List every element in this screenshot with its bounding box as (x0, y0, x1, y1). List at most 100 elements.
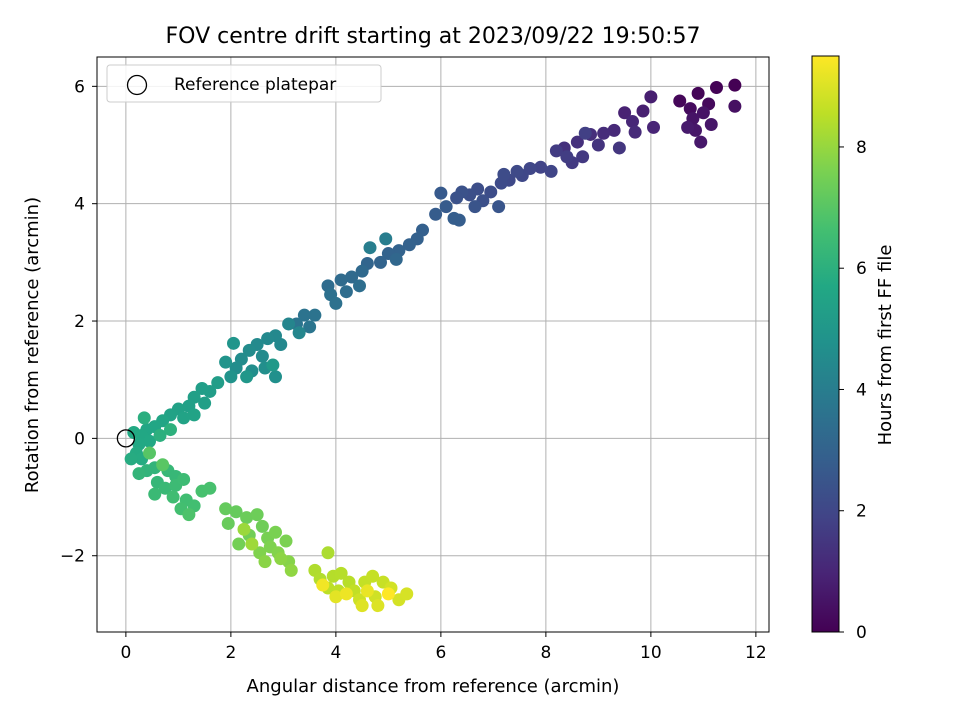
y-tick-label: 0 (74, 429, 85, 449)
data-point (321, 546, 335, 560)
data-point (221, 516, 235, 530)
data-point (400, 587, 414, 601)
data-point (371, 599, 385, 613)
data-point (148, 487, 162, 501)
data-point (636, 104, 650, 118)
data-point (578, 126, 592, 140)
data-point (597, 126, 611, 140)
x-tick-label: 12 (745, 643, 767, 663)
x-tick-label: 6 (435, 643, 446, 663)
data-point (266, 358, 280, 372)
data-point (644, 90, 658, 104)
data-point (242, 343, 256, 357)
data-point (576, 150, 590, 164)
data-point (182, 508, 196, 522)
data-point (279, 534, 293, 548)
data-point (158, 481, 172, 495)
x-axis-ticks: 0 2 4 6 8 10 12 (120, 632, 767, 663)
data-point (329, 296, 343, 310)
data-point (510, 164, 524, 178)
data-point (127, 426, 141, 440)
data-point (355, 599, 369, 613)
x-tick-label: 10 (640, 643, 662, 663)
colorbar: 0 2 4 6 8 Hours from first FF file (811, 55, 896, 643)
data-point (534, 160, 548, 174)
data-point (450, 191, 464, 205)
data-point (544, 164, 558, 178)
data-point (229, 505, 243, 519)
data-point (137, 411, 151, 425)
data-point (297, 308, 311, 322)
data-point (673, 94, 687, 108)
data-point (284, 563, 298, 577)
data-point (292, 326, 306, 340)
data-point (366, 569, 380, 583)
data-point (626, 115, 639, 129)
reference-platepar-marker (116, 429, 136, 448)
data-point (124, 452, 138, 466)
data-point (560, 150, 574, 164)
data-point (363, 241, 377, 255)
data-point (379, 232, 393, 246)
data-point (612, 141, 626, 155)
data-point (219, 502, 233, 516)
data-point (694, 135, 708, 149)
data-point (497, 167, 511, 181)
data-point (255, 349, 269, 363)
data-point (681, 120, 695, 134)
data-point (132, 467, 146, 481)
data-point (570, 135, 584, 149)
data-point (389, 252, 403, 266)
data-point (374, 255, 387, 269)
data-point (353, 279, 366, 293)
colorbar-tick-label: 6 (856, 259, 867, 279)
data-point (345, 270, 359, 284)
data-point (683, 102, 697, 116)
colorbar-tick-label: 2 (856, 502, 867, 522)
data-point (402, 238, 416, 252)
data-point (381, 587, 395, 601)
data-point (334, 273, 348, 287)
x-tick-label: 8 (540, 643, 551, 663)
colorbar-tick-label: 4 (856, 380, 867, 400)
data-point (728, 78, 742, 92)
data-point (198, 396, 212, 410)
data-point (153, 428, 167, 442)
colorbar-tick-label: 0 (856, 623, 867, 643)
data-point (618, 106, 632, 120)
data-point (203, 481, 217, 495)
legend: Reference platepar (106, 64, 382, 103)
data-point (339, 285, 353, 299)
data-point (728, 99, 742, 113)
data-point (549, 144, 563, 158)
data-point (224, 370, 238, 384)
data-point (468, 200, 482, 214)
data-point (329, 590, 343, 604)
data-point (269, 525, 282, 539)
y-tick-label: 4 (74, 195, 85, 215)
data-point (628, 125, 642, 139)
data-point (429, 207, 443, 221)
data-point (258, 555, 272, 569)
data-points (124, 78, 742, 613)
data-point (232, 537, 246, 551)
data-point (269, 370, 282, 384)
data-point (492, 200, 506, 214)
grid-lines (97, 57, 769, 632)
data-point (164, 423, 177, 437)
y-axis-label: Rotation from reference (arcmin) (22, 197, 43, 493)
data-point (240, 370, 254, 384)
data-point (339, 587, 353, 601)
data-point (316, 578, 330, 592)
data-point (591, 138, 605, 152)
data-point (143, 446, 156, 460)
data-point (710, 81, 723, 95)
legend-box (106, 64, 382, 103)
data-point (434, 186, 448, 200)
data-point (704, 117, 718, 131)
x-tick-label: 0 (120, 643, 131, 663)
colorbar-tick-label: 8 (856, 138, 867, 158)
y-tick-label: −2 (60, 547, 85, 567)
y-tick-label: 2 (74, 312, 85, 332)
chart-title: FOV centre drift starting at 2023/09/22 … (166, 24, 701, 49)
